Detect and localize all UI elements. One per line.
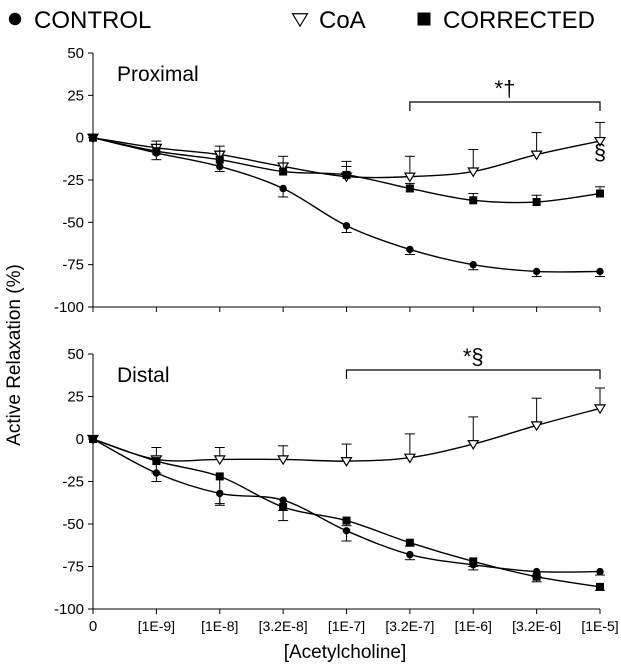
data-point bbox=[593, 136, 607, 147]
y-tick-label: -75 bbox=[62, 257, 84, 274]
x-tick-label: [3.2E-6] bbox=[512, 618, 561, 634]
legend-label-corrected: CORRECTED bbox=[443, 7, 595, 34]
series-control bbox=[89, 133, 605, 278]
data-point bbox=[215, 155, 224, 164]
data-point bbox=[279, 167, 288, 176]
x-tick-label: [1E-7] bbox=[328, 618, 365, 634]
data-point bbox=[596, 582, 604, 591]
series-corrected bbox=[89, 133, 605, 207]
data-point bbox=[406, 550, 414, 559]
panel-label: Distal bbox=[117, 364, 170, 387]
data-point bbox=[405, 184, 414, 193]
data-point bbox=[152, 149, 161, 157]
data-point bbox=[532, 567, 541, 576]
x-tick-label: [3.2E-8] bbox=[259, 618, 308, 634]
proximal-panel: 50 25 0 -25 -50 -75 -100 Proximal *† § bbox=[54, 45, 606, 316]
data-point bbox=[342, 170, 351, 179]
data-point bbox=[596, 567, 604, 576]
series-coa bbox=[86, 387, 607, 468]
legend-marker-control bbox=[8, 12, 22, 26]
data-point bbox=[152, 469, 161, 477]
y-tick-label: 50 bbox=[67, 346, 84, 363]
significance-bracket bbox=[409, 101, 601, 111]
data-point bbox=[216, 489, 224, 498]
y-tick-label: 0 bbox=[76, 431, 84, 448]
data-point bbox=[469, 260, 477, 269]
data-point bbox=[340, 457, 353, 468]
y-tick-label: 25 bbox=[67, 87, 84, 104]
data-point bbox=[532, 267, 541, 276]
data-point bbox=[469, 561, 477, 569]
y-tick-label: -100 bbox=[54, 299, 84, 316]
x-tick-label: [1E-5] bbox=[581, 618, 618, 634]
y-tick-label: -75 bbox=[62, 559, 84, 576]
data-point bbox=[406, 245, 414, 254]
data-point bbox=[596, 189, 604, 198]
y-tick-label: -100 bbox=[54, 601, 84, 618]
data-point bbox=[596, 267, 604, 276]
data-point bbox=[213, 455, 226, 466]
series-control bbox=[89, 435, 605, 578]
legend-item-corrected: CORRECTED bbox=[417, 7, 595, 34]
legend-marker-corrected bbox=[417, 12, 431, 26]
legend-label-control: CONTROL bbox=[34, 7, 151, 34]
x-tick-label: [1E-8] bbox=[201, 618, 238, 634]
y-tick-label: 0 bbox=[76, 130, 84, 147]
data-point bbox=[342, 527, 351, 535]
legend-item-control: CONTROL bbox=[8, 7, 151, 34]
legend-item-coa: CoA bbox=[291, 7, 366, 34]
significance-label: *† bbox=[495, 76, 516, 101]
data-point bbox=[532, 198, 541, 207]
y-tick-label: 25 bbox=[67, 389, 84, 406]
significance-mark: § bbox=[594, 140, 606, 165]
data-point bbox=[530, 150, 543, 161]
data-point bbox=[342, 222, 351, 230]
y-axis-title: Active Relaxation (%) bbox=[4, 264, 25, 446]
y-tick-label: -50 bbox=[62, 516, 84, 533]
data-point bbox=[469, 196, 478, 205]
significance-label: *§ bbox=[463, 344, 484, 369]
data-point bbox=[467, 167, 480, 178]
y-tick-label: -25 bbox=[62, 172, 84, 189]
legend: CONTROL CoA CORRECTED bbox=[8, 7, 595, 34]
x-axis-title: [Acetylcholine] bbox=[284, 642, 407, 663]
legend-label-coa: CoA bbox=[319, 7, 366, 34]
data-point bbox=[530, 421, 543, 432]
data-point bbox=[593, 404, 607, 415]
data-point bbox=[89, 133, 97, 142]
data-point bbox=[403, 453, 416, 464]
data-point bbox=[277, 455, 290, 466]
data-point bbox=[405, 538, 414, 547]
data-point bbox=[279, 184, 287, 193]
panel-label: Proximal bbox=[117, 63, 199, 86]
data-point bbox=[89, 435, 97, 443]
data-point bbox=[215, 472, 224, 481]
y-tick-label: 50 bbox=[67, 45, 84, 62]
data-point bbox=[467, 440, 480, 451]
data-point bbox=[342, 516, 351, 525]
y-tick-label: -50 bbox=[62, 214, 84, 231]
x-tick-label: [1E-9] bbox=[138, 618, 175, 634]
significance-bracket bbox=[345, 369, 601, 379]
y-tick-label: -25 bbox=[62, 474, 84, 491]
x-tick-label: [1E-6] bbox=[455, 618, 492, 634]
data-point bbox=[403, 172, 416, 183]
legend-marker-coa bbox=[291, 13, 309, 28]
data-point bbox=[279, 496, 287, 504]
data-point bbox=[216, 162, 224, 171]
distal-panel: 50 25 0 -25 -50 -75 -100 0 [1E-9] [1E-8] [3.2E-8] [… bbox=[54, 344, 619, 635]
x-tick-label: 0 bbox=[89, 618, 97, 635]
data-point bbox=[152, 457, 161, 466]
x-tick-label: [3.2E-7] bbox=[385, 618, 434, 634]
